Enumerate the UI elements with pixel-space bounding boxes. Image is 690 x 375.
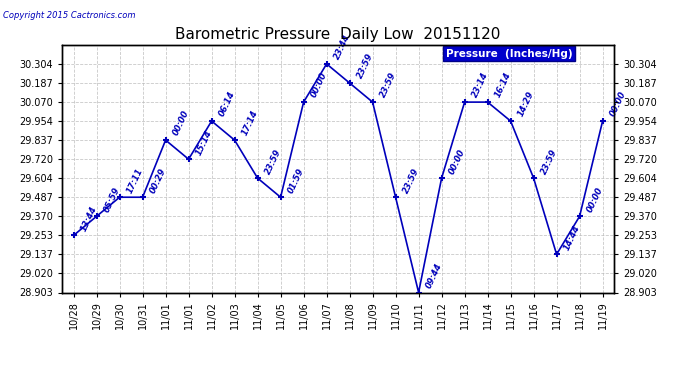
Text: Copyright 2015 Cactronics.com: Copyright 2015 Cactronics.com	[3, 11, 136, 20]
Text: 00:00: 00:00	[585, 185, 604, 213]
Text: 23:59: 23:59	[355, 52, 375, 80]
Text: 00:00: 00:00	[608, 90, 628, 118]
Text: 23:44: 23:44	[332, 33, 352, 61]
Text: 00:00: 00:00	[447, 147, 466, 176]
Title: Barometric Pressure  Daily Low  20151120: Barometric Pressure Daily Low 20151120	[175, 27, 501, 42]
Text: 00:29: 00:29	[148, 166, 168, 195]
Text: Pressure  (Inches/Hg): Pressure (Inches/Hg)	[446, 49, 573, 59]
Text: 14:29: 14:29	[516, 90, 535, 118]
Text: 00:00: 00:00	[171, 109, 190, 137]
Text: 17:11: 17:11	[125, 166, 145, 195]
Text: 23:59: 23:59	[539, 147, 559, 176]
Text: 00:00: 00:00	[309, 71, 328, 99]
Text: 23:14: 23:14	[470, 71, 490, 99]
Text: 06:14: 06:14	[217, 90, 237, 118]
Text: 23:59: 23:59	[263, 147, 283, 176]
Text: 23:59: 23:59	[378, 71, 397, 99]
Text: 17:14: 17:14	[240, 109, 259, 137]
Text: 09:44: 09:44	[424, 261, 444, 290]
Text: 23:59: 23:59	[401, 166, 421, 195]
Text: 01:59: 01:59	[286, 166, 306, 195]
Text: 05:59: 05:59	[102, 185, 121, 213]
Text: 16:14: 16:14	[493, 71, 513, 99]
Text: 14:44: 14:44	[562, 224, 582, 252]
Text: 15:14: 15:14	[194, 128, 214, 156]
Text: 13:44: 13:44	[79, 204, 99, 232]
